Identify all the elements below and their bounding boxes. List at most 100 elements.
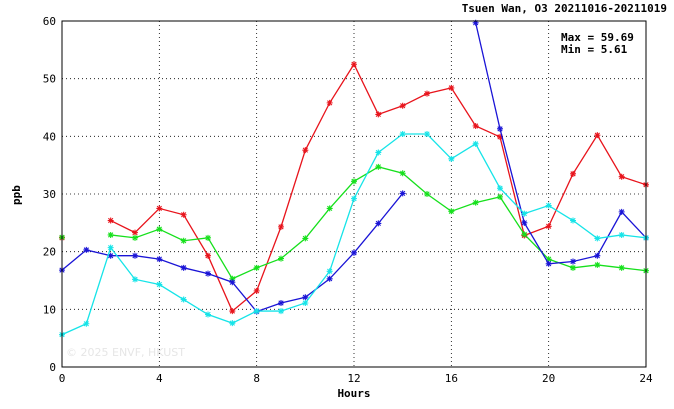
data-point [229, 320, 236, 327]
data-point [156, 205, 163, 212]
data-point [545, 223, 552, 230]
data-point [205, 270, 211, 277]
data-point [448, 84, 455, 91]
data-point [253, 308, 260, 315]
data-point [326, 268, 333, 275]
data-point [424, 191, 430, 197]
data-point [618, 208, 625, 215]
data-point [302, 147, 309, 154]
data-point [132, 234, 138, 241]
y-tick-label: 20 [43, 246, 56, 259]
data-point [278, 255, 284, 262]
series-line [61, 133, 647, 336]
data-point [326, 275, 333, 282]
data-point [107, 231, 114, 238]
data-point [570, 217, 576, 224]
data-point [351, 178, 357, 185]
x-tick-label: 4 [156, 372, 163, 385]
data-point [351, 195, 357, 202]
data-point [205, 234, 211, 241]
data-point [180, 264, 187, 271]
y-tick-label: 10 [43, 303, 56, 316]
data-point [618, 173, 625, 180]
series-4 [59, 131, 649, 338]
x-tick-label: 12 [347, 372, 360, 385]
data-point [229, 308, 236, 315]
x-tick-label: 8 [253, 372, 260, 385]
chart-title: Tsuen Wan, O3 20211016-20211019 [462, 2, 667, 15]
data-point [472, 199, 479, 206]
data-point [132, 252, 138, 259]
data-point [156, 256, 163, 263]
data-point [375, 163, 382, 170]
data-point [594, 261, 601, 268]
y-tick-label: 0 [49, 361, 56, 374]
data-point [351, 61, 357, 68]
data-point [497, 185, 503, 192]
min-label: Min = 5.61 [561, 43, 628, 56]
max-label: Max = 59.69 [561, 31, 634, 44]
data-point [594, 235, 601, 242]
y-tick-label: 30 [43, 188, 56, 201]
data-point [205, 311, 211, 318]
data-point [497, 193, 503, 200]
data-point [229, 275, 236, 282]
data-point [521, 219, 528, 226]
data-point [180, 211, 187, 218]
data-point [180, 296, 187, 303]
data-point [156, 281, 163, 288]
data-point [351, 249, 357, 256]
x-tick-label: 16 [445, 372, 458, 385]
data-point [570, 170, 576, 177]
data-point [424, 90, 430, 97]
x-tick-label: 20 [542, 372, 555, 385]
data-point [545, 256, 552, 263]
data-point [278, 308, 284, 315]
data-point [253, 287, 260, 294]
data-point [618, 264, 625, 271]
data-point [107, 252, 114, 259]
series-line [475, 22, 647, 265]
data-point [448, 208, 455, 215]
data-point [132, 276, 138, 283]
plot-frame [61, 20, 647, 368]
y-tick-label: 50 [43, 73, 56, 86]
data-point [399, 102, 406, 109]
y-tick-label: 40 [43, 130, 56, 143]
data-point [326, 205, 333, 212]
data-point [424, 131, 430, 138]
watermark: © 2025 ENVF, HKUST [66, 346, 185, 359]
data-point [107, 217, 114, 224]
data-point [302, 235, 309, 242]
data-point [594, 252, 601, 259]
data-point [278, 223, 284, 230]
data-point [497, 133, 503, 140]
data-point [521, 231, 528, 238]
series-line [110, 62, 647, 313]
data-point [448, 155, 455, 162]
data-point [229, 279, 236, 286]
data-point [472, 122, 479, 129]
data-point [132, 229, 138, 236]
data-point [472, 19, 479, 26]
series-2 [59, 163, 649, 282]
data-point [107, 244, 114, 251]
data-point [497, 125, 503, 132]
data-point [375, 220, 382, 227]
data-point [205, 252, 211, 259]
data-point [399, 170, 406, 177]
data-point [472, 140, 479, 147]
x-axis-label: Hours [337, 387, 370, 400]
data-point [570, 264, 576, 271]
data-point [180, 237, 187, 244]
x-tick-label: 0 [59, 372, 66, 385]
data-point [326, 99, 333, 106]
series-1 [59, 61, 649, 315]
data-point [594, 132, 601, 139]
data-point [399, 131, 406, 138]
data-point [83, 320, 90, 327]
data-point [83, 246, 90, 253]
data-point [375, 149, 382, 156]
grid [62, 21, 646, 367]
